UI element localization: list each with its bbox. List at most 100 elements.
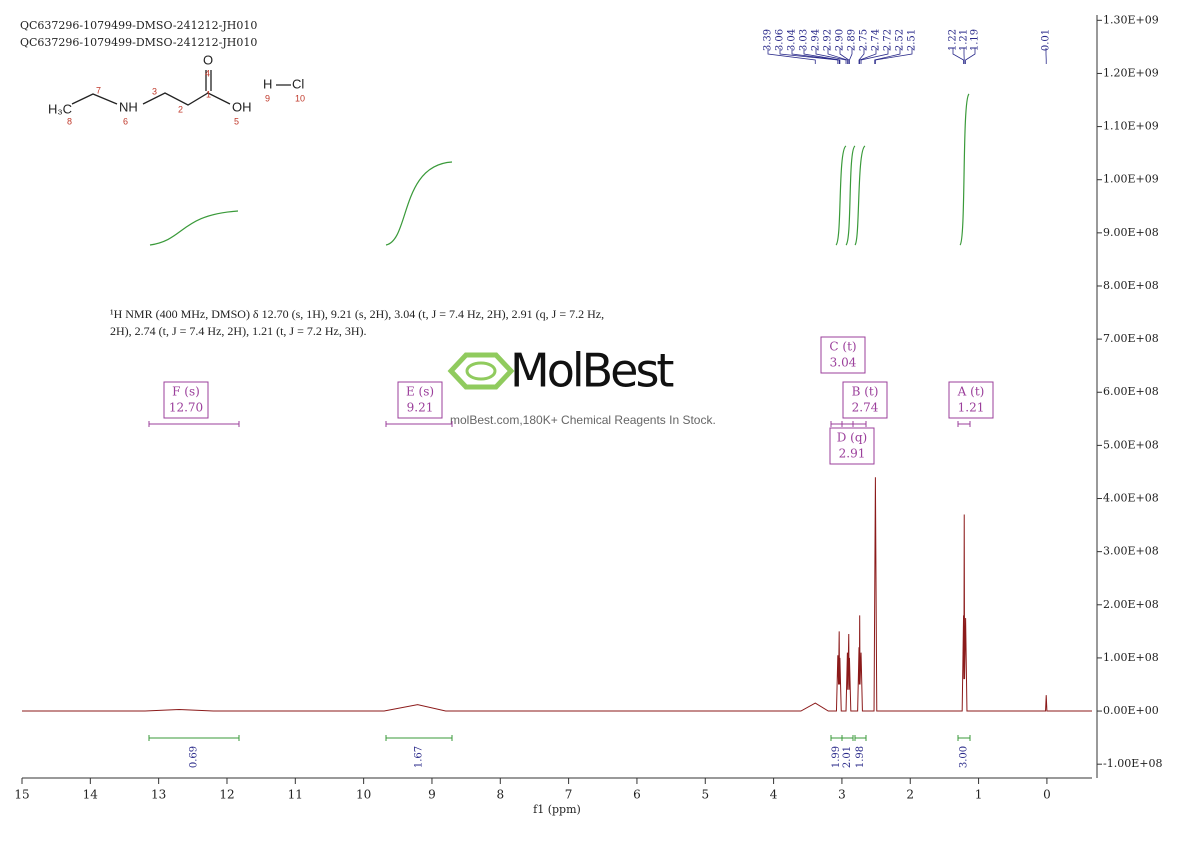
peak-leader [849,48,853,64]
multiplet-label: A (t) [957,385,985,399]
watermark-brand: MolBest [510,344,673,398]
peak-label: 3.39 [763,29,774,51]
peak-leader [791,48,840,64]
x-tick-label: 0 [1043,788,1051,802]
y-tick-label: 4.00E+08 [1103,492,1159,505]
peak-label: 2.94 [811,29,822,51]
peak-leader [779,48,839,64]
peak-label: 2.51 [907,29,918,51]
y-tick-label: 0.00E+00 [1103,704,1159,717]
x-tick-label: 5 [701,788,709,802]
watermark-tagline: molBest.com,180K+ Chemical Reagents In S… [450,413,716,427]
multiplet-range [957,421,971,427]
x-tick-label: 15 [14,788,29,802]
y-tick-label: 3.00E+08 [1103,545,1159,558]
multiplet-box [820,336,866,374]
peak-leader [839,48,850,64]
y-tick-label: -1.00E+08 [1103,757,1162,770]
atom-number: 9 [265,93,270,103]
multiplet-shift: 2.74 [852,401,879,415]
x-tick-label: 12 [219,788,234,802]
y-tick-label: 9.00E+08 [1103,226,1159,239]
peak-label: 1.21 [959,29,970,51]
peak-leader [952,48,964,64]
multiplet-range [385,421,453,427]
x-tick-label: 2 [906,788,914,802]
y-tick-label: 6.00E+08 [1103,385,1159,398]
peak-label: 2.52 [895,29,906,51]
atom-number: 1 [206,89,211,99]
x-tick-label: 14 [83,788,99,802]
peak-label: 2.92 [823,29,834,51]
atom-number: 2 [178,104,183,114]
integral-value: 1.98 [855,746,866,768]
peak-label: 2.89 [847,29,858,51]
x-tick-label: 1 [975,788,983,802]
x-tick-label: 6 [633,788,641,802]
atom: OH [232,99,252,114]
atom-number: 5 [234,116,239,126]
multiplet-range [830,421,867,427]
integral-range [957,735,971,741]
spectrum [22,477,1092,712]
peak-leader [874,48,901,64]
integral-value: 0.69 [189,746,200,768]
multiplet-box [948,381,994,419]
x-tick-label: 3 [838,788,846,802]
multiplet-shift: 2.91 [839,447,866,461]
peak-label: 2.74 [871,29,882,51]
y-tick-label: 7.00E+08 [1103,332,1159,345]
peak-leader [875,48,913,64]
peak-label: 1.19 [970,29,981,51]
peak-label: 1.22 [948,29,959,51]
peak-label: 0.01 [1041,29,1052,51]
peak-leader [859,48,877,64]
y-tick-label: 1.20E+09 [1103,66,1159,79]
multiplet-shift: 1.21 [958,401,985,415]
multiplet-box [163,381,209,419]
integral-value: 2.01 [842,746,853,768]
sample-id: QC637296-1079499-DMSO-241212-JH010 [20,36,257,49]
y-tick-label: 1.10E+09 [1103,120,1159,133]
integral-curves [149,93,970,246]
integral-range [854,735,867,741]
atom-number: 3 [152,86,157,96]
peak-leader [803,48,841,64]
integral-value: 3.00 [959,746,970,768]
atom-number: 6 [123,116,128,126]
y-tick-label: 8.00E+08 [1103,279,1159,292]
integral-value: 1.67 [414,746,425,768]
watermark-logo [447,352,515,390]
multiplet-range [148,421,240,427]
peak-leader [815,48,847,64]
multiplet-label: E (s) [406,385,434,399]
multiplet-box [842,381,888,419]
atom-number: 10 [295,93,305,103]
x-axis-title: f1 (ppm) [533,803,581,816]
multiplet-shift: 3.04 [830,356,857,370]
peak-label: 3.04 [787,29,798,51]
atom-number: 7 [96,85,101,95]
x-tick-label: 13 [151,788,166,802]
atom: O [203,52,213,67]
x-tick-label: 4 [770,788,778,802]
atom: H₃C [48,101,72,116]
x-tick-label: 10 [356,788,371,802]
y-tick-label: 1.00E+09 [1103,173,1159,186]
atom-number: 4 [205,68,210,78]
x-tick-label: 8 [496,788,504,802]
integral-range [841,735,854,741]
y-tick-label: 5.00E+08 [1103,438,1159,451]
peak-leader [827,48,848,64]
multiplet-box [829,427,875,465]
peak-label: 2.90 [835,29,846,51]
integral-range [148,735,240,741]
atom: NH [119,99,138,114]
peak-leader [965,48,976,64]
description: ¹H NMR (400 MHz, DMSO) δ 12.70 (s, 1H), … [110,307,604,321]
description: 2H), 2.74 (t, J = 7.4 Hz, 2H), 1.21 (t, … [110,324,367,338]
multiplet-label: B (t) [852,385,879,399]
atom: H [263,76,272,91]
integral-range [385,735,453,741]
